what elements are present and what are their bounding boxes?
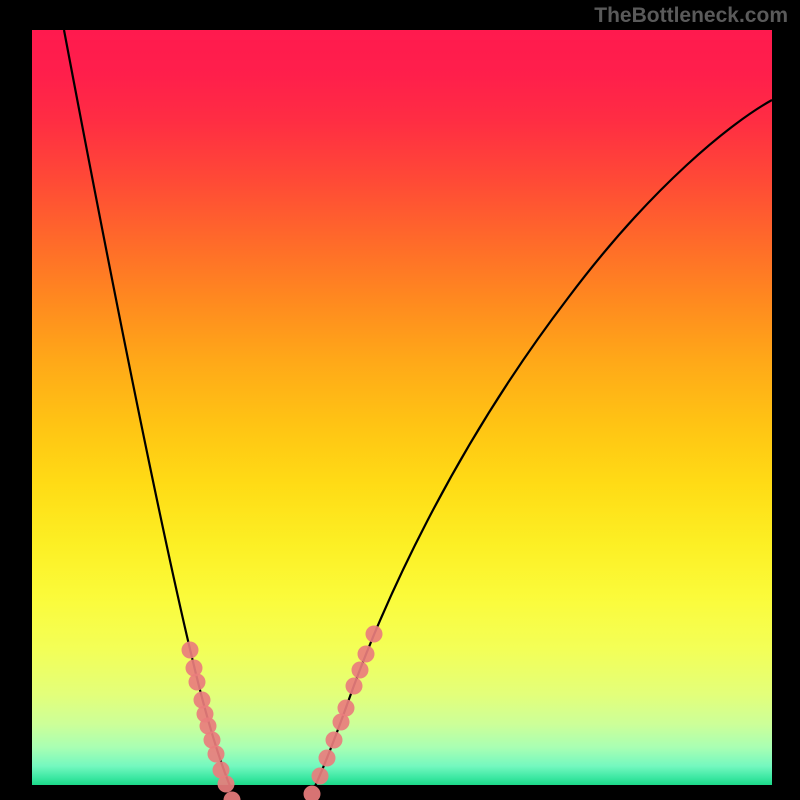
markers-group bbox=[182, 626, 383, 800]
data-point-marker bbox=[218, 776, 235, 793]
watermark-text: TheBottleneck.com bbox=[594, 4, 788, 28]
data-point-marker bbox=[358, 646, 375, 663]
data-point-marker bbox=[186, 660, 203, 677]
data-point-marker bbox=[366, 626, 383, 643]
chart-container: TheBottleneck.com bbox=[0, 0, 800, 800]
left-curve bbox=[64, 30, 256, 800]
curve-group bbox=[64, 30, 772, 800]
data-point-marker bbox=[224, 792, 241, 800]
chart-svg bbox=[32, 30, 772, 785]
data-point-marker bbox=[208, 746, 225, 763]
right-curve bbox=[290, 100, 772, 800]
data-point-marker bbox=[319, 750, 336, 767]
plot-area bbox=[32, 30, 772, 785]
data-point-marker bbox=[182, 642, 199, 659]
data-point-marker bbox=[304, 786, 321, 800]
data-point-marker bbox=[189, 674, 206, 691]
data-point-marker bbox=[312, 768, 329, 785]
data-point-marker bbox=[352, 662, 369, 679]
data-point-marker bbox=[346, 678, 363, 695]
data-point-marker bbox=[194, 692, 211, 709]
data-point-marker bbox=[338, 700, 355, 717]
data-point-marker bbox=[326, 732, 343, 749]
